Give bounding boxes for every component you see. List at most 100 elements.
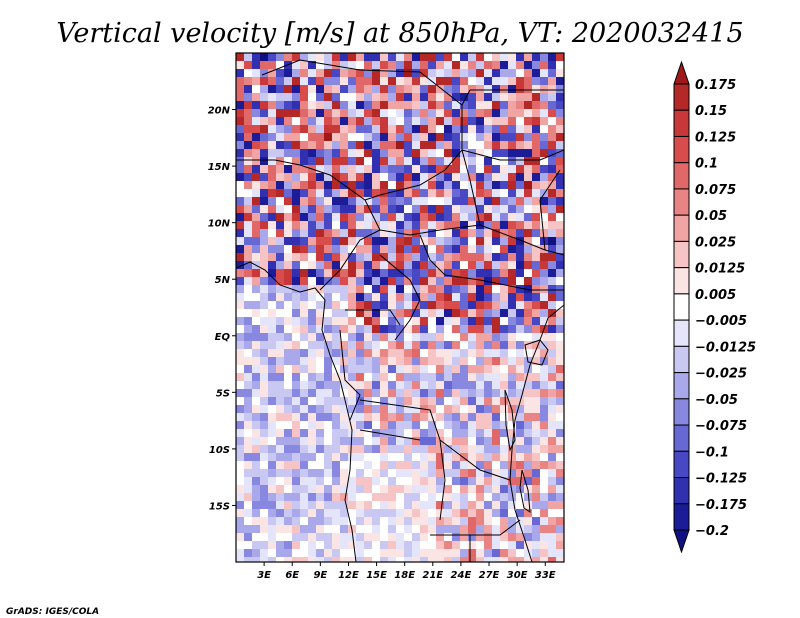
field-cell: [556, 357, 564, 365]
field-cell: [428, 469, 436, 477]
field-cell: [476, 85, 484, 93]
field-cell: [516, 93, 524, 101]
field-cell: [508, 349, 516, 357]
field-cell: [348, 293, 356, 301]
field-cell: [460, 421, 468, 429]
field-cell: [356, 277, 364, 285]
field-cell: [308, 341, 316, 349]
field-cell: [524, 229, 532, 237]
field-cell: [388, 525, 396, 533]
field-cell: [316, 293, 324, 301]
field-cell: [236, 333, 244, 341]
field-cell: [412, 477, 420, 485]
field-cell: [396, 557, 404, 562]
field-cell: [348, 229, 356, 237]
field-cell: [348, 205, 356, 213]
field-cell: [404, 53, 412, 61]
field-cell: [364, 317, 372, 325]
field-cell: [284, 373, 292, 381]
field-cell: [500, 381, 508, 389]
field-cell: [460, 253, 468, 261]
field-cell: [460, 173, 468, 181]
field-cell: [340, 269, 348, 277]
field-cell: [420, 453, 428, 461]
field-cell: [396, 517, 404, 525]
field-cell: [236, 173, 244, 181]
field-cell: [388, 365, 396, 373]
field-cell: [236, 453, 244, 461]
field-cell: [372, 485, 380, 493]
field-cell: [540, 93, 548, 101]
field-cell: [492, 133, 500, 141]
x-tick-label: 6E: [285, 570, 299, 581]
field-cell: [236, 309, 244, 317]
field-cell: [380, 405, 388, 413]
field-cell: [396, 221, 404, 229]
field-cell: [388, 453, 396, 461]
field-cell: [532, 525, 540, 533]
field-cell: [252, 93, 260, 101]
field-cell: [332, 157, 340, 165]
field-cell: [348, 517, 356, 525]
field-cell: [284, 349, 292, 357]
field-cell: [452, 541, 460, 549]
field-cell: [268, 125, 276, 133]
field-cell: [500, 253, 508, 261]
field-cell: [324, 493, 332, 501]
field-cell: [476, 317, 484, 325]
field-cell: [484, 421, 492, 429]
field-cell: [500, 109, 508, 117]
field-cell: [276, 69, 284, 77]
field-cell: [412, 293, 420, 301]
field-cell: [324, 173, 332, 181]
field-cell: [460, 93, 468, 101]
field-cell: [452, 77, 460, 85]
field-cell: [308, 157, 316, 165]
field-cell: [452, 365, 460, 373]
field-cell: [388, 277, 396, 285]
field-cell: [412, 469, 420, 477]
field-cell: [508, 173, 516, 181]
field-cell: [420, 165, 428, 173]
field-cell: [548, 485, 556, 493]
field-cell: [524, 125, 532, 133]
field-cell: [364, 413, 372, 421]
field-cell: [516, 125, 524, 133]
field-cell: [444, 77, 452, 85]
field-cell: [244, 253, 252, 261]
field-cell: [524, 269, 532, 277]
field-cell: [260, 229, 268, 237]
field-cell: [252, 157, 260, 165]
field-cell: [396, 117, 404, 125]
field-cell: [436, 557, 444, 562]
field-cell: [484, 285, 492, 293]
field-cell: [460, 461, 468, 469]
field-cell: [292, 517, 300, 525]
field-cell: [404, 93, 412, 101]
field-cell: [460, 413, 468, 421]
field-cell: [332, 501, 340, 509]
field-cell: [388, 205, 396, 213]
field-cell: [524, 173, 532, 181]
field-cell: [300, 197, 308, 205]
field-cell: [428, 197, 436, 205]
field-cell: [308, 373, 316, 381]
field-cell: [396, 445, 404, 453]
field-cell: [356, 317, 364, 325]
field-cell: [524, 197, 532, 205]
field-cell: [420, 389, 428, 397]
field-cell: [412, 197, 420, 205]
field-cell: [508, 549, 516, 557]
field-cell: [308, 557, 316, 562]
field-cell: [460, 557, 468, 562]
field-cell: [524, 77, 532, 85]
field-cell: [260, 485, 268, 493]
y-tick-label: EQ: [215, 332, 231, 343]
field-cell: [260, 61, 268, 69]
field-cell: [524, 261, 532, 269]
field-cell: [372, 117, 380, 125]
field-cell: [380, 181, 388, 189]
field-cell: [380, 469, 388, 477]
field-cell: [508, 85, 516, 93]
field-cell: [492, 365, 500, 373]
